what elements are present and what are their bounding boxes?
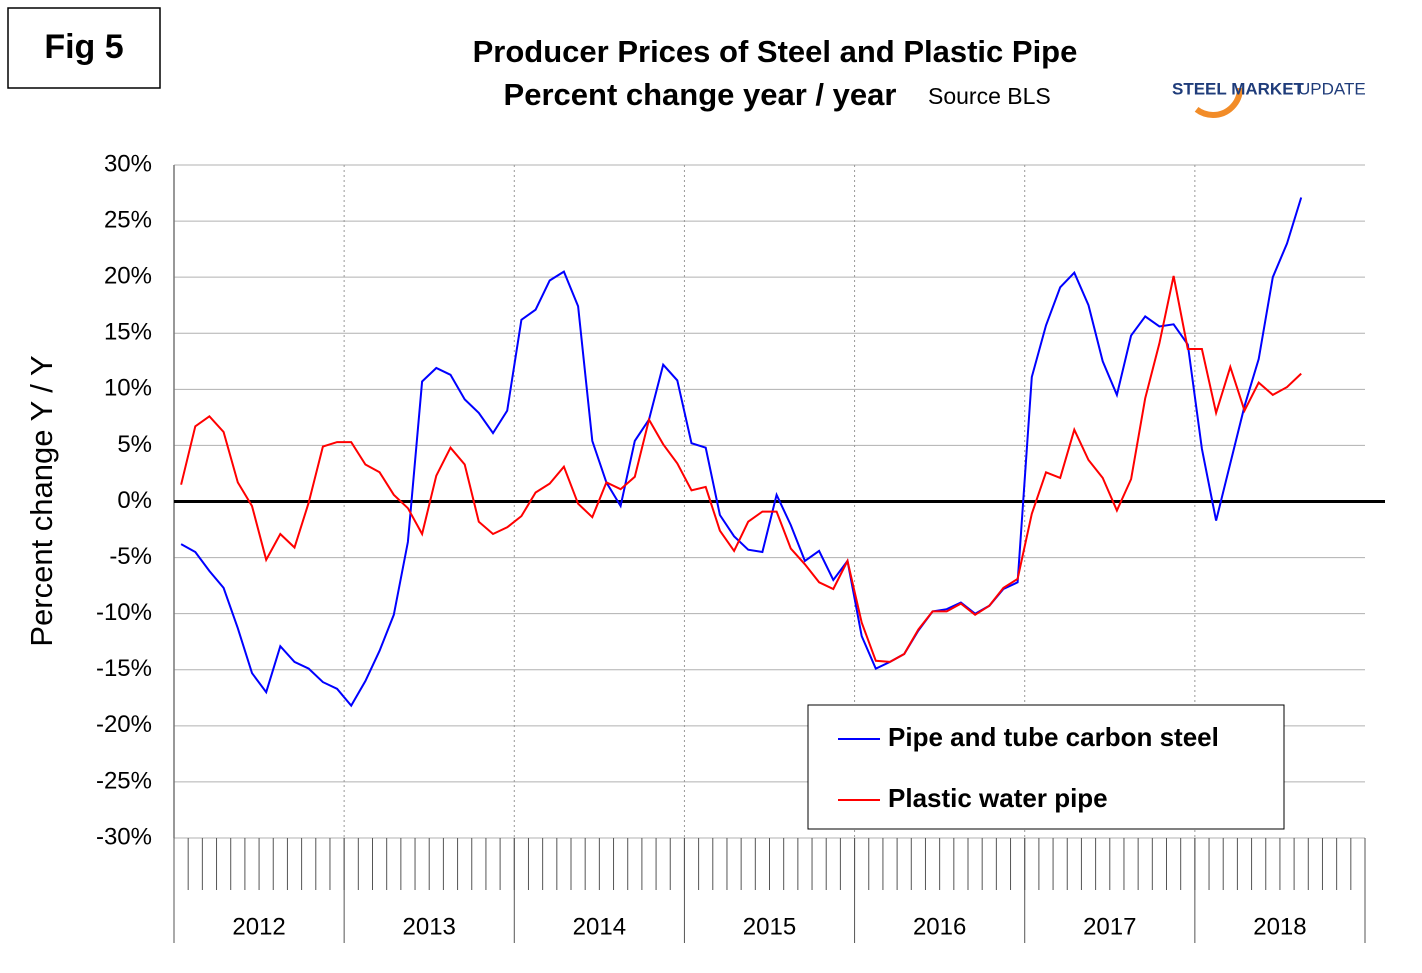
x-group-label: 2013 (403, 913, 456, 940)
y-tick-label: -25% (96, 767, 152, 794)
y-tick-label: 10% (104, 375, 152, 402)
logo-text: UPDATE (1298, 79, 1366, 98)
y-tick-label: -10% (96, 599, 152, 626)
logo-text: STEEL MARKET (1172, 79, 1305, 98)
chart-subtitle: Percent change year / year (504, 77, 897, 112)
y-tick-label: 30% (104, 150, 152, 177)
y-tick-label: -15% (96, 655, 152, 682)
y-tick-label: 20% (104, 263, 152, 290)
figure-label: Fig 5 (44, 28, 123, 66)
y-tick-label: 0% (117, 487, 152, 514)
series-line (180, 275, 1302, 663)
y-tick-label: 5% (117, 431, 152, 458)
x-group-label: 2016 (913, 913, 966, 940)
legend-box (807, 704, 1285, 830)
y-tick-label: -30% (96, 823, 152, 850)
x-group-label: 2018 (1253, 913, 1306, 940)
chart-title: Producer Prices of Steel and Plastic Pip… (473, 34, 1078, 69)
y-axis-label: Percent change Y / Y (24, 355, 59, 646)
legend-label: Plastic water pipe (888, 783, 1108, 813)
y-tick-label: 15% (104, 319, 152, 346)
x-group-label: 2017 (1083, 913, 1136, 940)
legend-label: Pipe and tube carbon steel (888, 722, 1219, 752)
y-tick-label: -20% (96, 711, 152, 738)
figure-box (7, 7, 161, 89)
y-tick-label: 25% (104, 206, 152, 233)
series-line (180, 197, 1303, 708)
source-note: Source BLS (928, 83, 1051, 109)
y-tick-label: -5% (109, 543, 152, 570)
x-group-label: 2014 (573, 913, 626, 940)
x-group-label: 2015 (743, 913, 796, 940)
logo-swoosh (1183, 58, 1243, 118)
x-group-label: 2012 (232, 913, 285, 940)
